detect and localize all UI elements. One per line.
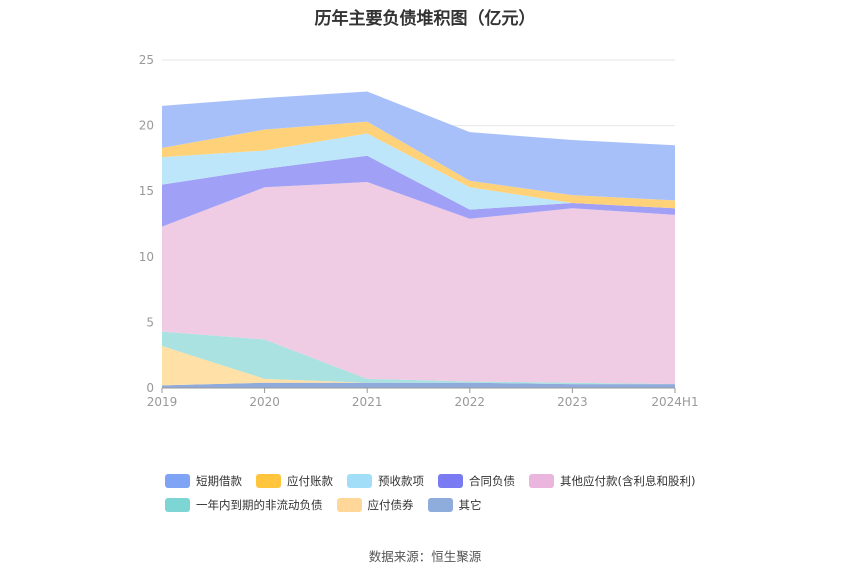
area-series — [162, 382, 675, 388]
x-tick-label: 2021 — [352, 395, 383, 409]
x-tick-label: 2019 — [147, 395, 178, 409]
legend-swatch — [336, 498, 362, 512]
legend-item[interactable]: 合同负债 — [438, 473, 515, 489]
x-tick-label: 2024H1 — [651, 395, 698, 409]
y-tick-label: 0 — [146, 381, 154, 395]
legend-swatch — [427, 498, 453, 512]
y-tick-label: 10 — [139, 250, 154, 264]
legend-item[interactable]: 应付账款 — [256, 473, 333, 489]
legend-item[interactable]: 其他应付款(含利息和股利) — [529, 473, 695, 489]
legend-item[interactable]: 预收款项 — [347, 473, 424, 489]
legend-swatch — [165, 498, 190, 512]
legend-label: 应付账款 — [287, 474, 333, 488]
legend-swatch — [165, 474, 190, 488]
legend-item[interactable]: 其它 — [427, 497, 482, 513]
y-tick-label: 5 — [146, 315, 154, 329]
x-tick-label: 2022 — [455, 395, 486, 409]
chart-title: 历年主要负债堆积图（亿元） — [314, 9, 536, 29]
area-series — [162, 91, 675, 388]
legend-swatch — [529, 474, 554, 488]
area-series — [162, 331, 675, 385]
legend-item[interactable]: 一年内到期的非流动负债 — [165, 497, 323, 513]
y-tick-label: 25 — [139, 53, 154, 67]
x-tick-label: 2020 — [249, 395, 280, 409]
axes: 0 5 10 15 20 25 2019 2020 2021 2022 2023 2024H1 — [139, 53, 699, 409]
legend-swatch — [438, 474, 463, 488]
legend-label: 应付债券 — [367, 498, 414, 512]
x-tick-label: 2023 — [557, 395, 588, 409]
area-series — [162, 133, 675, 210]
legend-swatch — [256, 474, 281, 488]
legend: 短期借款 应付账款 预收款项 合同负债 其他应付款(含利息和股利) 一年内到期的非流动负债… — [165, 473, 725, 513]
data-source: 数据来源：恒生聚源 — [368, 549, 482, 564]
area-series — [162, 346, 675, 386]
area-series — [162, 182, 675, 385]
area-series — [162, 91, 675, 201]
legend-label: 短期借款 — [196, 474, 242, 488]
legend-item[interactable]: 短期借款 — [165, 473, 242, 489]
legend-item[interactable]: 应付债券 — [336, 497, 414, 513]
y-tick-label: 20 — [139, 119, 154, 133]
legend-swatch — [347, 474, 372, 488]
legend-label: 合同负债 — [469, 474, 515, 488]
y-tick-label: 15 — [139, 184, 154, 198]
legend-label: 其它 — [458, 498, 482, 512]
legend-label: 一年内到期的非流动负债 — [196, 498, 323, 512]
legend-label: 预收款项 — [378, 474, 424, 488]
legend-label: 其他应付款(含利息和股利) — [560, 474, 696, 488]
area-series — [162, 121, 675, 209]
area-series — [162, 155, 675, 227]
